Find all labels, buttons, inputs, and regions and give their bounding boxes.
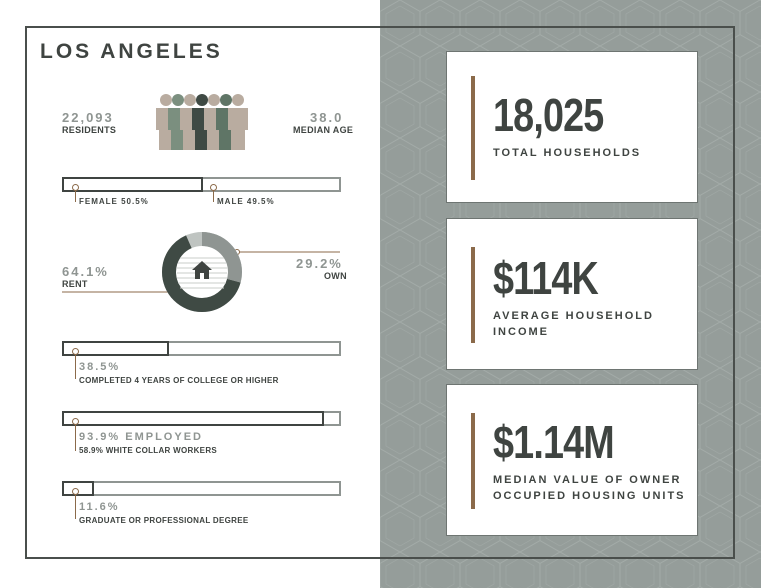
median-home-label-line1: MEDIAN VALUE OF OWNER (493, 474, 682, 486)
rent-arc (162, 232, 242, 312)
card-accent (471, 413, 475, 509)
household-income-label-line1: AVERAGE HOUSEHOLD (493, 310, 654, 322)
graduate-pin-line (75, 491, 76, 519)
housing-donut (62, 232, 340, 312)
people-group-icon (156, 94, 248, 150)
card-household-income: $114K AVERAGE HOUSEHOLD INCOME (446, 218, 698, 370)
male-label: MALE 49.5% (217, 197, 275, 206)
card-median-home-value: $1.14M MEDIAN VALUE OF OWNER OCCUPIED HO… (446, 384, 698, 536)
female-bar-fill (62, 177, 203, 192)
employment-pin (72, 418, 79, 425)
graduate-bar-fill (62, 481, 94, 496)
median-home-value: $1.14M (493, 416, 615, 468)
college-value: 38.5% (79, 361, 121, 373)
graduate-value: 11.6% (79, 501, 120, 513)
own-value: 29.2% (296, 256, 343, 271)
page-title: LOS ANGELES (40, 40, 223, 63)
gender-bar (62, 177, 341, 192)
household-income-label-line2: INCOME (493, 326, 549, 338)
card-accent (471, 247, 475, 343)
male-pin (210, 184, 217, 191)
employment-bar (62, 411, 341, 426)
residents-label: RESIDENTS (62, 125, 117, 135)
employment-label: 58.9% WHITE COLLAR WORKERS (79, 446, 218, 455)
graduate-label: GRADUATE OR PROFESSIONAL DEGREE (79, 516, 249, 525)
card-accent (471, 76, 475, 180)
rent-value: 64.1% (62, 264, 109, 279)
female-label: FEMALE 50.5% (79, 197, 149, 206)
male-pin-line (213, 187, 214, 202)
household-income-value: $114K (493, 252, 599, 304)
college-pin-line (75, 351, 76, 379)
female-pin-line (75, 187, 76, 202)
female-pin (72, 184, 79, 191)
card-total-households: 18,025 TOTAL HOUSEHOLDS (446, 51, 698, 203)
residents-value: 22,093 (62, 110, 114, 125)
total-households-value: 18,025 (493, 89, 604, 141)
median-home-label-line2: OCCUPIED HOUSING UNITS (493, 490, 686, 502)
median-age-value: 38.0 (310, 110, 344, 125)
outer-frame (25, 26, 735, 559)
employment-value: 93.9% EMPLOYED (79, 431, 203, 443)
college-label: COMPLETED 4 YEARS OF COLLEGE OR HIGHER (79, 376, 279, 385)
college-pin (72, 348, 79, 355)
college-bar (62, 341, 341, 356)
total-households-label: TOTAL HOUSEHOLDS (493, 147, 642, 159)
own-arc (162, 232, 242, 312)
graduate-pin (72, 488, 79, 495)
own-label: OWN (324, 271, 347, 281)
employment-pin-line (75, 421, 76, 451)
graduate-bar (62, 481, 341, 496)
college-bar-fill (62, 341, 169, 356)
rent-label: RENT (62, 279, 88, 289)
median-age-label: MEDIAN AGE (293, 125, 354, 135)
house-icon (192, 261, 212, 279)
employment-bar-fill (62, 411, 324, 426)
